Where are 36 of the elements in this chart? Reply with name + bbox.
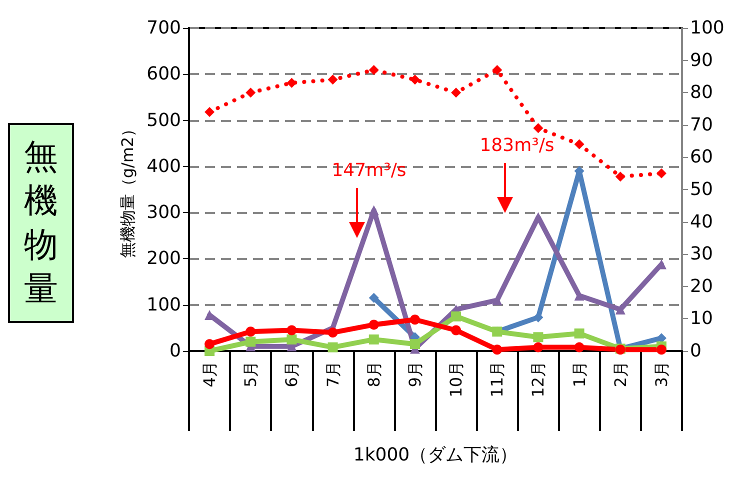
y2-tick-label: 80 xyxy=(690,82,713,104)
y-axis-title: 無機物量（g/m2） xyxy=(118,120,138,258)
x-tick-label: 5月 xyxy=(241,361,260,388)
x-tick-label: 9月 xyxy=(405,361,424,388)
y2-tick-label: 20 xyxy=(690,276,713,297)
y-tick-label: 500 xyxy=(146,110,181,131)
y-tick-label: 700 xyxy=(146,18,181,38)
x-tick-label: 3月 xyxy=(652,361,671,388)
y2-tick-label: 40 xyxy=(690,211,713,232)
x-tick-label: 10月 xyxy=(446,361,466,398)
annotation: 183m³/s xyxy=(478,135,556,156)
annotation: 147m³/s xyxy=(330,160,408,181)
x-tick-label: 6月 xyxy=(282,361,302,388)
y-tick-label: 0 xyxy=(170,340,181,362)
y-tick-label: 600 xyxy=(146,64,181,85)
y-tick-label: 300 xyxy=(146,202,181,224)
label-box: 無機物量 xyxy=(8,123,74,323)
x-tick-label: 7月 xyxy=(323,361,342,388)
x-tick-label: 1月 xyxy=(570,361,589,388)
x-tick-label: 2月 xyxy=(610,361,630,388)
x-axis-title: 1k000（ダム下流） xyxy=(353,444,518,466)
y2-tick-label: 10 xyxy=(690,308,713,330)
x-tick-label: 4月 xyxy=(200,361,220,388)
y-tick-label: 200 xyxy=(146,248,181,270)
x-tick-label: 11月 xyxy=(488,361,507,398)
x-tick-label: 12月 xyxy=(528,361,548,398)
y2-tick-label: 30 xyxy=(690,244,713,265)
y-tick-label: 400 xyxy=(146,156,181,177)
y2-tick-label: 100 xyxy=(690,18,724,38)
y2-tick-label: 70 xyxy=(690,114,713,136)
y-tick-label: 100 xyxy=(146,294,181,316)
x-tick-label: 8月 xyxy=(364,361,384,388)
y2-tick-label: 50 xyxy=(690,179,713,200)
y2-tick-label: 60 xyxy=(690,146,713,168)
y2-tick-label: 90 xyxy=(690,50,713,71)
y2-tick-label: 0 xyxy=(690,340,702,362)
